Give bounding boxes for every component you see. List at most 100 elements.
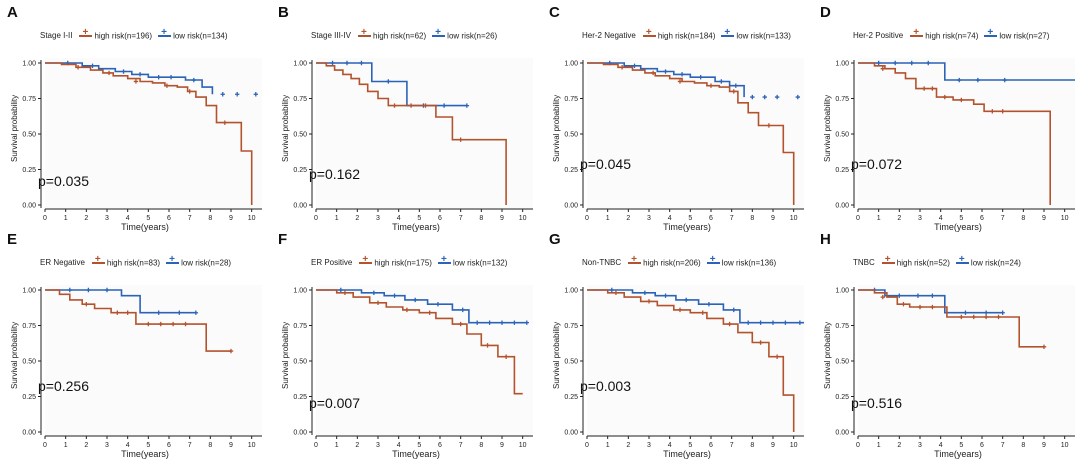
legend-title: Her-2 Negative [582, 31, 636, 41]
y-axis-label: Survival probability [552, 94, 561, 162]
high-risk-censor-mark [996, 314, 1001, 320]
low-risk-legend-label: low risk(n=28) [181, 258, 232, 268]
y-tick-label: 0.00 [835, 430, 849, 437]
y-tick-label: 1.00 [293, 288, 307, 295]
low-risk-censor-mark [359, 60, 364, 66]
low-risk-censor-mark [746, 320, 751, 325]
y-tick-label: 0.25 [835, 167, 849, 174]
x-tick-label: 6 [438, 442, 442, 449]
legend-title: TNBC [853, 258, 875, 268]
low-risk-censor-mark [733, 83, 738, 88]
high-risk-survival-curve [316, 62, 507, 205]
high-risk-survival-curve [858, 62, 1051, 205]
high-risk-censor-mark [700, 310, 705, 315]
panel-letter: C [549, 4, 560, 21]
low-risk-censor-mark [731, 307, 736, 313]
high-risk-censor-mark [146, 321, 151, 327]
high-risk-censor-mark [880, 66, 885, 71]
x-tick-label: 2 [355, 442, 359, 449]
low-risk-censor-mark [475, 320, 480, 325]
x-tick-label: 4 [126, 215, 130, 222]
x-tick-label: 8 [1021, 215, 1025, 222]
low-risk-censor-mark [679, 72, 685, 77]
low-risk-censor-mark [983, 310, 989, 315]
y-tick-label: 0.50 [835, 359, 849, 366]
high-risk-legend-swatch [91, 255, 105, 267]
x-tick-label: 4 [939, 215, 943, 222]
low-risk-censor-mark [774, 94, 780, 100]
y-tick-label: 0.75 [293, 323, 307, 330]
y-tick-label: 0.75 [564, 96, 578, 103]
high-risk-censor-mark [990, 109, 995, 114]
high-risk-censor-mark [423, 103, 428, 108]
low-risk-censor-mark [441, 103, 447, 108]
x-tick-label: 3 [647, 215, 651, 222]
low-risk-censor-mark [750, 94, 755, 100]
p-value: p=0.045 [580, 156, 631, 172]
high-risk-survival-curve [587, 289, 795, 432]
low-risk-censor-mark [915, 293, 921, 298]
high-risk-censor-mark [971, 314, 976, 320]
p-value: p=0.162 [309, 166, 360, 182]
high-risk-legend-label: high risk(n=206) [643, 258, 701, 268]
high-risk-censor-mark [133, 79, 139, 84]
low-risk-censor-mark [156, 310, 161, 315]
low-risk-censor-mark [137, 72, 143, 77]
plot-area [587, 58, 804, 210]
low-risk-legend-swatch [955, 255, 969, 267]
y-axis-label: Survival probability [10, 94, 19, 162]
low-risk-censor-mark [957, 77, 962, 83]
low-risk-censor-mark [168, 75, 174, 80]
high-risk-legend-swatch [628, 255, 642, 267]
high-risk-censor-mark [917, 304, 923, 310]
y-tick-label: 1.00 [564, 288, 578, 295]
x-tick-label: 5 [417, 442, 421, 449]
legend-title: ER Positive [311, 258, 353, 268]
low-risk-censor-mark [156, 75, 161, 80]
low-risk-censor-mark [86, 287, 91, 293]
x-tick-label: 4 [397, 215, 401, 222]
x-tick-label: 9 [229, 215, 233, 222]
x-tick-label: 6 [980, 215, 984, 222]
high-risk-censor-mark [427, 310, 432, 315]
x-tick-label: 9 [500, 215, 504, 222]
low-risk-legend-swatch [166, 255, 180, 267]
p-value: p=0.256 [38, 378, 89, 394]
low-risk-legend-swatch [158, 28, 172, 40]
x-tick-label: 1 [64, 215, 68, 222]
x-tick-label: 4 [397, 442, 401, 449]
x-tick-label: 5 [688, 215, 692, 222]
panel-letter: H [820, 231, 831, 248]
low-risk-censor-mark [235, 92, 240, 97]
high-risk-censor-mark [959, 314, 964, 320]
high-risk-censor-mark [106, 70, 112, 76]
y-tick-label: 0.75 [293, 96, 307, 103]
high-risk-survival-curve [45, 62, 253, 205]
y-tick-label: 0.00 [22, 203, 36, 210]
y-axis-label: Survival probability [823, 321, 832, 389]
x-tick-label: 6 [438, 215, 442, 222]
x-axis-label: Time(years) [663, 449, 711, 459]
x-tick-label: 0 [43, 215, 47, 222]
x-tick-label: 6 [980, 442, 984, 449]
legend: ER Positive high risk(n=175) low risk(n=13… [311, 255, 507, 268]
legend: TNBC high risk(n=52) low risk(n=24) [853, 255, 1021, 268]
x-tick-label: 7 [730, 442, 734, 449]
panel-letter: F [278, 231, 288, 248]
y-tick-label: 0.50 [293, 132, 307, 139]
low-risk-censor-mark [632, 63, 637, 69]
plot-area [316, 58, 533, 210]
low-risk-censor-mark [220, 92, 225, 97]
low-risk-censor-mark [706, 302, 712, 307]
y-tick-label: 0.00 [564, 430, 578, 437]
x-tick-label: 3 [105, 442, 109, 449]
low-risk-legend-swatch [721, 28, 735, 40]
legend: Non-TNBC high risk(n=206) low risk(n=136) [582, 255, 776, 268]
x-tick-label: 7 [459, 215, 463, 222]
high-risk-censor-mark [503, 354, 509, 359]
x-tick-label: 10 [248, 215, 256, 222]
x-tick-label: 9 [771, 215, 775, 222]
high-risk-censor-mark [222, 120, 227, 125]
x-tick-label: 10 [519, 215, 527, 222]
